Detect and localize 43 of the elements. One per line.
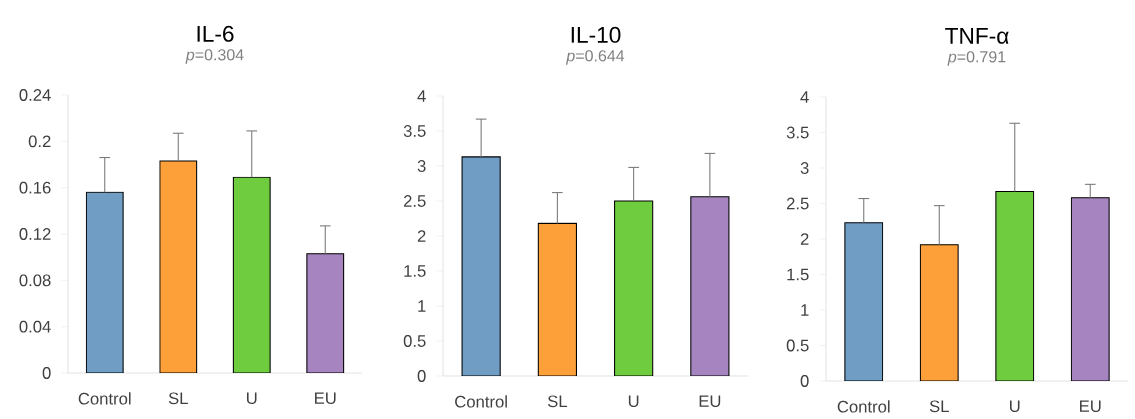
y-tick-label: 1 — [418, 300, 426, 312]
chart-subtitle: p=0.304 — [185, 49, 244, 64]
y-tick-label: 0 — [800, 375, 809, 387]
chart-subtitle: p=0.644 — [565, 50, 625, 65]
y-tick-label: 1.5 — [404, 265, 426, 277]
x-tick-label: SL — [929, 400, 949, 413]
y-tick-label: 3.5 — [786, 126, 809, 139]
x-tick-label: U — [247, 392, 257, 405]
y-tick-label: 2.5 — [403, 195, 426, 207]
x-tick-label: U — [1010, 400, 1020, 413]
y-tick-label: 4 — [800, 91, 809, 103]
y-tick-label: 0.16 — [19, 181, 51, 194]
y-tick-label: 1 — [801, 304, 809, 316]
x-tick-label: SL — [168, 392, 188, 405]
chart-subtitle: p=0.791 — [947, 51, 1006, 66]
y-tick-label: 3 — [800, 162, 809, 174]
x-tick-label: SL — [547, 395, 568, 408]
x-tick-label: U — [628, 395, 639, 408]
x-tick-label: EU — [1080, 400, 1101, 413]
x-tick-label: EU — [699, 395, 721, 408]
chart-title: TNF-α — [945, 28, 1009, 44]
y-tick-label: 0.5 — [403, 335, 426, 347]
x-tick-label: Control — [455, 395, 507, 408]
y-tick-label: 3.5 — [403, 125, 426, 137]
x-tick-label: EU — [315, 392, 336, 405]
chart-title: IL-6 — [197, 25, 234, 42]
y-tick-label: 3 — [417, 160, 426, 172]
chart-title: IL-10 — [571, 26, 621, 43]
y-tick-label: 0 — [42, 367, 51, 379]
y-tick-label: 0.2 — [28, 135, 51, 148]
y-tick-label: 0.12 — [19, 228, 51, 240]
y-tick-label: 0 — [417, 370, 426, 382]
y-tick-label: 0.5 — [786, 339, 809, 352]
y-tick-label: 0.24 — [19, 89, 51, 101]
y-tick-label: 2 — [800, 233, 809, 245]
y-tick-label: 4 — [417, 90, 426, 102]
y-tick-label: 0.04 — [19, 320, 51, 333]
y-tick-label: 2 — [417, 230, 426, 242]
y-tick-label: 1.5 — [787, 268, 809, 281]
x-tick-label: Control — [78, 392, 131, 405]
x-tick-label: Control — [837, 400, 890, 413]
y-tick-label: 0.08 — [19, 274, 51, 287]
y-tick-label: 2.5 — [786, 197, 809, 210]
